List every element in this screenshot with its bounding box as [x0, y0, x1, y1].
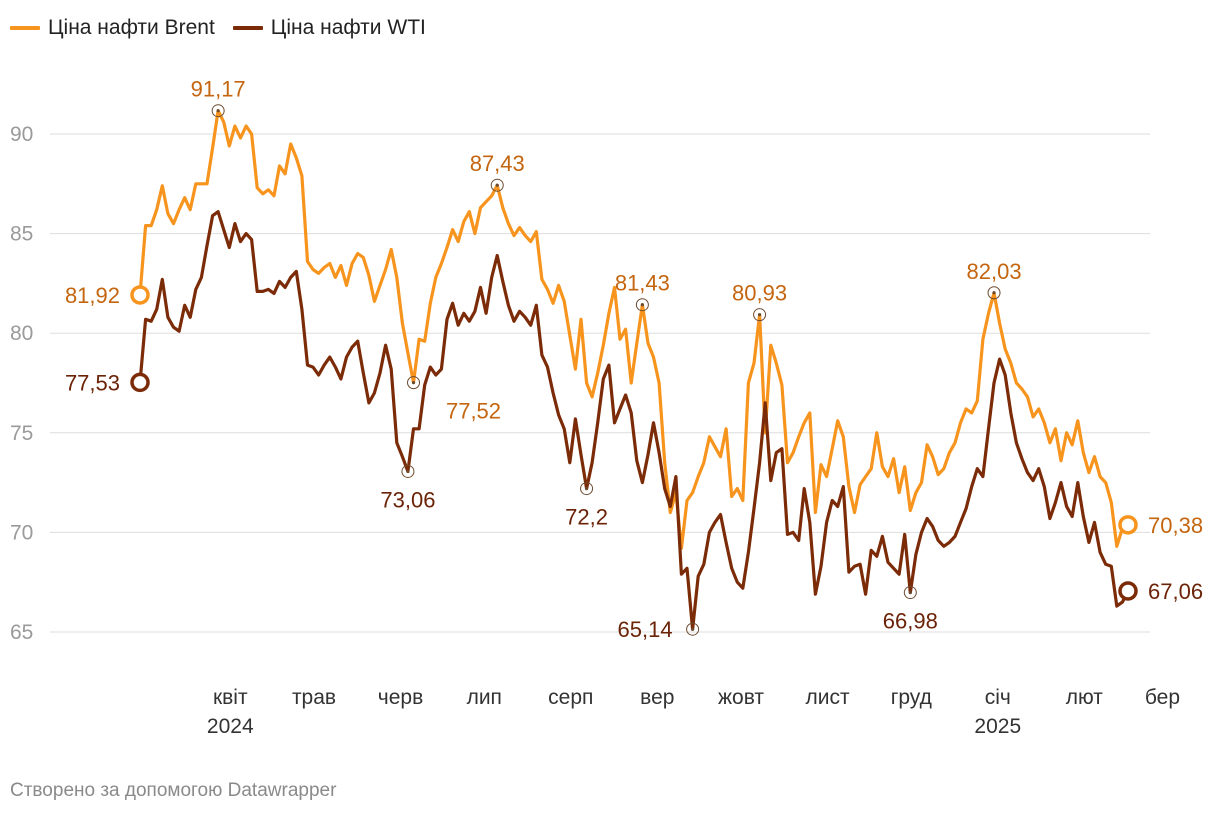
marker-dot-wti-72,2	[584, 486, 589, 491]
marker-dot-brent-91,17	[216, 109, 220, 113]
y-tick-65: 65	[10, 621, 33, 644]
marker-ring-brent-91,17	[211, 104, 225, 118]
marker-wti-end	[1118, 581, 1138, 601]
x-tick-year-2025: 2025	[974, 715, 1021, 738]
marker-wti-start	[130, 372, 150, 393]
marker-ring-wti-73,06	[401, 464, 415, 478]
x-tick-10: лют	[1066, 686, 1104, 709]
marker-dot-wti-73,06	[406, 469, 410, 474]
data-label-brent-81,92: 81,92	[65, 283, 120, 308]
marker-brent-end	[1118, 515, 1138, 535]
x-tick-1: трав	[292, 686, 336, 709]
x-tick-9: січ	[985, 686, 1011, 709]
marker-brent-start	[130, 285, 150, 305]
marker-dot-brent-82,03	[992, 291, 996, 295]
footer-credit: Створено за допомогою Datawrapper	[10, 780, 337, 801]
x-tick-8: груд	[891, 686, 932, 709]
data-label-brent-70,38: 70,38	[1148, 513, 1203, 538]
y-tick-75: 75	[10, 422, 33, 445]
x-tick-year-2024: 2024	[207, 715, 254, 738]
marker-ring-wti-66,98	[903, 586, 917, 600]
data-label-brent-81,43: 81,43	[615, 271, 670, 296]
marker-dot-brent-77,52	[411, 381, 416, 385]
y-tick-70: 70	[10, 521, 33, 544]
marker-ring-wti-72,2	[580, 482, 594, 496]
data-label-brent-87,43: 87,43	[470, 151, 525, 176]
x-tick-5: вер	[640, 686, 674, 709]
x-tick-2: черв	[378, 686, 423, 709]
legend-entry-wti[interactable]: Ціна нафти WTI	[232, 16, 426, 40]
data-label-wti-65,14: 65,14	[618, 617, 673, 642]
marker-dot-brent-80,93	[757, 313, 762, 317]
data-label-wti-66,98: 66,98	[883, 609, 938, 634]
x-tick-11: бер	[1145, 686, 1180, 709]
data-label-wti-77,53: 77,53	[65, 370, 120, 395]
x-tick-6: жовт	[718, 686, 764, 709]
marker-ring-brent-81,43	[635, 298, 649, 312]
marker-ring-wti-65,14	[686, 622, 700, 636]
data-label-brent-82,03: 82,03	[967, 259, 1022, 284]
oil-price-chart: 90 85 80 75 70 65 квіт 2024 трав черв лип серп вер жо…	[10, 77, 1203, 738]
marker-dot-wti-65,14	[691, 627, 695, 631]
marker-ring-brent-82,03	[987, 286, 1001, 300]
x-tick-4: серп	[548, 686, 593, 709]
data-label-wti-72,2: 72,2	[565, 505, 608, 530]
y-tick-85: 85	[10, 223, 33, 246]
series-line-wti	[138, 210, 1130, 631]
marker-dot-brent-81,43	[640, 303, 644, 307]
legend-label-wti: Ціна нафти WTI	[270, 16, 426, 39]
marker-ring-brent-80,93	[753, 308, 767, 322]
data-label-brent-77,52: 77,52	[446, 399, 501, 424]
x-tick-7: лист	[805, 686, 849, 709]
series-line-brent	[138, 109, 1130, 550]
marker-ring-brent-77,52	[407, 376, 421, 390]
x-tick-0: квіт	[213, 686, 248, 709]
data-label-wti-67,06: 67,06	[1148, 579, 1203, 604]
y-tick-90: 90	[10, 123, 33, 146]
legend-label-brent: Ціна нафти Brent	[48, 16, 215, 39]
data-label-brent-80,93: 80,93	[732, 281, 787, 306]
marker-ring-brent-87,43	[490, 178, 504, 192]
x-tick-3: лип	[467, 686, 502, 709]
legend: Ціна нафти Brent Ціна нафти WTI	[10, 16, 426, 40]
legend-entry-brent[interactable]: Ціна нафти Brent	[10, 16, 215, 40]
data-label-brent-91,17: 91,17	[191, 77, 246, 102]
y-tick-80: 80	[10, 322, 33, 345]
legend-swatch-wti	[232, 26, 263, 30]
marker-dot-wti-66,98	[908, 590, 912, 595]
marker-dot-brent-87,43	[495, 183, 499, 187]
data-label-wti-73,06: 73,06	[380, 487, 435, 512]
legend-swatch-brent	[10, 26, 40, 30]
